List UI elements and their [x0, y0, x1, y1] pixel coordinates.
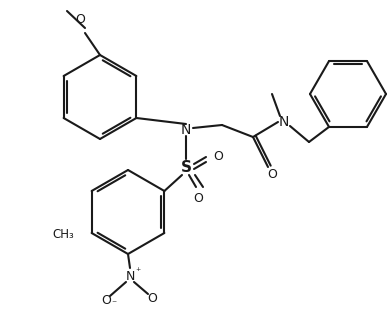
Text: N: N	[279, 115, 289, 129]
Text: O: O	[147, 291, 157, 305]
Text: N: N	[125, 270, 135, 282]
Text: ⁺: ⁺	[135, 267, 141, 277]
Text: O: O	[213, 150, 223, 163]
Text: CH₃: CH₃	[52, 228, 74, 241]
Text: S: S	[180, 159, 192, 174]
Text: N: N	[181, 123, 191, 137]
Text: ⁻: ⁻	[111, 299, 116, 309]
Text: O: O	[101, 294, 111, 306]
Text: O: O	[193, 193, 203, 206]
Text: O: O	[267, 168, 277, 181]
Text: O: O	[75, 13, 85, 26]
